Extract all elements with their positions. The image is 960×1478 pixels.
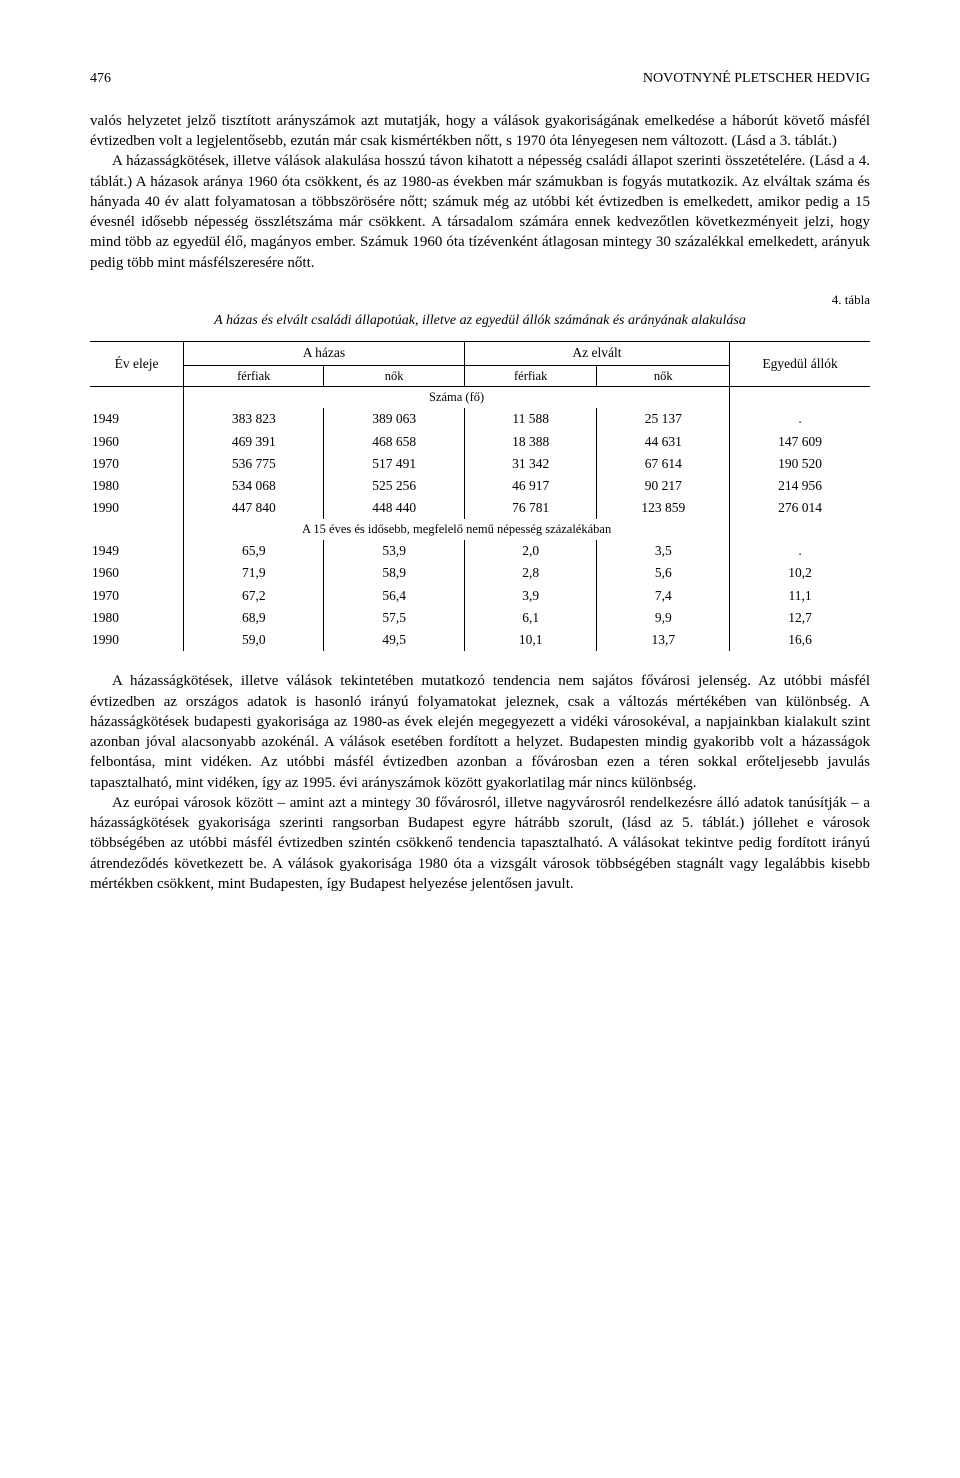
table-cell: 383 823 [184, 408, 324, 430]
table-caption: A házas és elvált családi állapotúak, il… [90, 312, 870, 331]
table-cell: 46 917 [464, 475, 597, 497]
table-cell: 536 775 [184, 453, 324, 475]
table-cell: 448 440 [324, 497, 464, 519]
table-row: 1980534 068525 25646 91790 217214 956 [90, 475, 870, 497]
paragraph-3: A házasságkötések, illetve válások tekin… [90, 671, 870, 793]
table-row: 196071,958,92,85,610,2 [90, 562, 870, 584]
table-cell: 57,5 [324, 607, 464, 629]
section-title: Száma (fő) [184, 387, 730, 408]
table-cell: 59,0 [184, 629, 324, 651]
table-row: 1990447 840448 44076 781123 859276 014 [90, 497, 870, 519]
table-cell: 214 956 [730, 475, 870, 497]
table-cell: 71,9 [184, 562, 324, 584]
table-cell: 123 859 [597, 497, 730, 519]
table-row: 199059,049,510,113,716,6 [90, 629, 870, 651]
table-cell: 67,2 [184, 585, 324, 607]
table-cell: 1949 [90, 408, 184, 430]
table-cell: 11,1 [730, 585, 870, 607]
table-cell: 18 388 [464, 431, 597, 453]
table-cell: 67 614 [597, 453, 730, 475]
table-cell: 1960 [90, 562, 184, 584]
table-cell: 1990 [90, 497, 184, 519]
table-cell: 517 491 [324, 453, 464, 475]
running-head: NOVOTNYNÉ PLETSCHER HEDVIG [643, 70, 870, 89]
sub-men-1: férfiak [184, 365, 324, 387]
table-cell: 190 520 [730, 453, 870, 475]
table-cell: 53,9 [324, 540, 464, 562]
table-cell: 68,9 [184, 607, 324, 629]
table-cell: 7,4 [597, 585, 730, 607]
table-cell: 525 256 [324, 475, 464, 497]
table-cell: 9,9 [597, 607, 730, 629]
table-cell: 3,9 [464, 585, 597, 607]
table-cell: 13,7 [597, 629, 730, 651]
table-cell: 90 217 [597, 475, 730, 497]
table-cell: 10,1 [464, 629, 597, 651]
table-cell: 389 063 [324, 408, 464, 430]
sub-women-2: nők [597, 365, 730, 387]
col-married: A házas [184, 342, 465, 365]
paragraph-1: valós helyzetet jelző tisztított aránysz… [90, 111, 870, 152]
table-cell: 468 658 [324, 431, 464, 453]
data-table: Év eleje A házas Az elvált Egyedül állók… [90, 341, 870, 651]
table-section-row: A 15 éves és idősebb, megfelelő nemű nép… [90, 519, 870, 540]
table-cell: . [730, 540, 870, 562]
sub-men-2: férfiak [464, 365, 597, 387]
col-single: Egyedül állók [730, 342, 870, 387]
table-cell: 76 781 [464, 497, 597, 519]
table-cell: 1960 [90, 431, 184, 453]
col-divorced: Az elvált [464, 342, 729, 365]
table-cell: 56,4 [324, 585, 464, 607]
table-cell: 6,1 [464, 607, 597, 629]
table-cell: 49,5 [324, 629, 464, 651]
table-cell: 10,2 [730, 562, 870, 584]
col-year: Év eleje [90, 342, 184, 387]
table-cell: 1980 [90, 475, 184, 497]
sub-women-1: nők [324, 365, 464, 387]
table-label: 4. tábla [90, 291, 870, 309]
page-number: 476 [90, 70, 111, 89]
table-cell: 469 391 [184, 431, 324, 453]
table-cell: 534 068 [184, 475, 324, 497]
table-cell: 3,5 [597, 540, 730, 562]
table-header-row: Év eleje A házas Az elvált Egyedül állók [90, 342, 870, 365]
table-cell: 1970 [90, 585, 184, 607]
table-cell: 1970 [90, 453, 184, 475]
table-cell: 11 588 [464, 408, 597, 430]
table-section-row: Száma (fő) [90, 387, 870, 408]
table-row: 1960469 391468 65818 38844 631147 609 [90, 431, 870, 453]
table-cell: 16,6 [730, 629, 870, 651]
table-cell: 1980 [90, 607, 184, 629]
table-cell: 31 342 [464, 453, 597, 475]
table-cell: 25 137 [597, 408, 730, 430]
table-cell: 44 631 [597, 431, 730, 453]
section-title: A 15 éves és idősebb, megfelelő nemű nép… [184, 519, 730, 540]
table-cell: 2,8 [464, 562, 597, 584]
table-row: 1949383 823389 06311 58825 137. [90, 408, 870, 430]
table-cell: 147 609 [730, 431, 870, 453]
table-cell: 1990 [90, 629, 184, 651]
table-cell: 276 014 [730, 497, 870, 519]
table-cell: 447 840 [184, 497, 324, 519]
page-header: 476 NOVOTNYNÉ PLETSCHER HEDVIG [90, 70, 870, 89]
table-cell: . [730, 408, 870, 430]
table-cell: 2,0 [464, 540, 597, 562]
paragraph-2: A házasságkötések, illetve válások alaku… [90, 151, 870, 273]
table-cell: 65,9 [184, 540, 324, 562]
table-cell: 5,6 [597, 562, 730, 584]
table-row: 198068,957,56,19,912,7 [90, 607, 870, 629]
table-row: 194965,953,92,03,5. [90, 540, 870, 562]
table-cell: 58,9 [324, 562, 464, 584]
table-cell: 1949 [90, 540, 184, 562]
table-cell: 12,7 [730, 607, 870, 629]
table-row: 197067,256,43,97,411,1 [90, 585, 870, 607]
table-row: 1970536 775517 49131 34267 614190 520 [90, 453, 870, 475]
paragraph-4: Az európai városok között – amint azt a … [90, 793, 870, 894]
